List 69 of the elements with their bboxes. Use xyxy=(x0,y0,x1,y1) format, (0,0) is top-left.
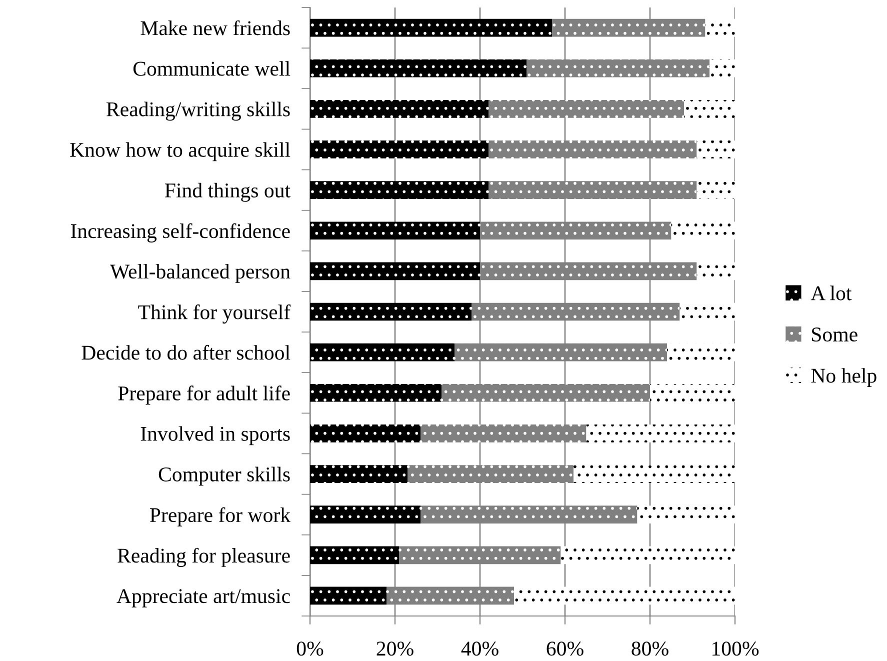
bar xyxy=(310,384,442,402)
bar xyxy=(408,465,574,483)
bar xyxy=(472,302,680,321)
bar xyxy=(671,222,735,240)
bar xyxy=(310,302,472,321)
bar xyxy=(488,100,684,118)
x-tick-label: 40% xyxy=(461,642,498,656)
x-tick-label: 100% xyxy=(712,642,759,656)
y-tick-label: Computer skills xyxy=(158,466,290,486)
bar xyxy=(680,302,735,321)
y-tick-label: Know how to acquire skill xyxy=(70,142,290,162)
y-tick-label: Reading for pleasure xyxy=(118,548,290,567)
y-tick-label: Prepare for work xyxy=(150,507,291,526)
bar xyxy=(420,424,586,442)
bar xyxy=(684,100,735,118)
bar xyxy=(480,222,672,240)
bar xyxy=(310,586,386,605)
bar xyxy=(420,506,638,524)
bar xyxy=(526,59,710,78)
bar xyxy=(710,59,735,78)
y-tick-label: Well-balanced person xyxy=(110,264,290,283)
legend-label: Some xyxy=(812,328,858,342)
y-tick-label: Decide to do after school xyxy=(82,344,290,360)
y-tick-label: Make new friends xyxy=(140,20,290,36)
bar xyxy=(480,262,697,280)
bar xyxy=(514,586,735,605)
bar xyxy=(310,100,488,118)
bar xyxy=(574,465,735,483)
legend-label: No help xyxy=(811,368,876,387)
bar xyxy=(310,222,480,240)
bar xyxy=(442,384,650,402)
bar xyxy=(386,586,514,605)
y-tick-label: Involved in sports xyxy=(140,426,290,446)
y-tick-label: Think for yourself xyxy=(138,304,291,324)
bar xyxy=(310,424,420,442)
legend-label: A lot xyxy=(810,286,852,300)
y-tick-label: Find things out xyxy=(164,182,290,202)
bar xyxy=(696,181,735,199)
bar xyxy=(310,546,400,564)
bar xyxy=(454,343,667,362)
bar xyxy=(696,140,735,158)
bar xyxy=(399,546,561,564)
bar xyxy=(310,465,408,483)
bar xyxy=(560,546,735,564)
bar xyxy=(650,384,735,402)
bar xyxy=(637,506,735,524)
bar xyxy=(488,181,697,199)
x-tick-label: 60% xyxy=(546,642,584,656)
bar xyxy=(488,140,697,158)
bar xyxy=(310,343,454,362)
bar xyxy=(310,262,480,280)
y-tick-label: Increasing self-confidence xyxy=(70,223,290,242)
y-tick-label: Reading/writing skills xyxy=(106,102,290,121)
bar xyxy=(310,18,552,37)
bar xyxy=(552,18,706,37)
y-tick-label: Communicate well xyxy=(133,61,290,76)
x-tick-label: 0% xyxy=(296,642,324,656)
y-tick-label: Appreciate art/music xyxy=(116,589,290,608)
y-tick-label: Prepare for adult life xyxy=(118,386,290,405)
x-tick-label: 80% xyxy=(632,642,668,656)
bar xyxy=(705,18,735,37)
bar xyxy=(310,506,420,524)
bar xyxy=(310,59,527,78)
bar xyxy=(696,262,735,280)
x-tick-label: 20% xyxy=(376,642,414,656)
bar xyxy=(667,343,735,362)
bar xyxy=(310,181,488,199)
bar xyxy=(310,140,488,158)
bar xyxy=(586,424,735,442)
